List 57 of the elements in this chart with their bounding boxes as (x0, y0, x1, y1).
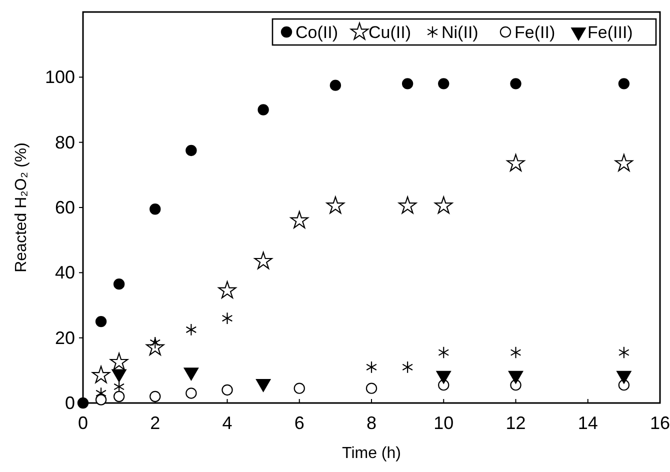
point (506, 154, 525, 172)
x-tick-label: 8 (366, 413, 377, 433)
point (366, 360, 377, 374)
point (510, 78, 522, 90)
point (222, 384, 233, 396)
point (614, 154, 634, 172)
legend-label: Ni(II) (442, 23, 478, 42)
point (222, 312, 233, 324)
point (402, 360, 414, 374)
y-tick-label: 60 (54, 198, 75, 218)
point (186, 144, 197, 156)
point (113, 278, 125, 290)
point (402, 78, 414, 90)
point (330, 80, 342, 91)
point (366, 382, 378, 394)
point (258, 104, 269, 116)
x-tick-label: 14 (578, 413, 598, 433)
x-tick-label: 12 (506, 413, 526, 433)
point (290, 211, 308, 228)
point (398, 196, 417, 214)
point (150, 390, 161, 402)
legend-label: Cu(II) (368, 23, 411, 42)
legend-label: Fe(III) (588, 23, 633, 42)
legend-label: Co(II) (296, 23, 338, 42)
point (95, 394, 107, 406)
point (110, 352, 128, 370)
point (77, 397, 89, 409)
x-axis-title: Time (h) (342, 445, 401, 462)
point (510, 346, 522, 359)
x-tick-label: 2 (150, 413, 160, 433)
point (438, 346, 450, 359)
y-axis-title: Reacted H₂O₂ (%) (13, 142, 30, 272)
y-tick-label: 80 (54, 132, 75, 152)
point (186, 323, 197, 336)
point (92, 366, 110, 384)
point (618, 346, 630, 359)
y-tick-label: 100 (44, 67, 75, 88)
point (326, 196, 345, 214)
point (434, 196, 453, 214)
point (618, 78, 630, 90)
x-tick-label: 0 (78, 413, 88, 433)
point (218, 281, 236, 298)
y-tick-label: 20 (54, 328, 75, 348)
x-tick-label: 10 (434, 413, 454, 433)
point (254, 252, 272, 270)
x-tick-label: 16 (650, 413, 670, 433)
legend-label: Fe(II) (514, 23, 556, 42)
y-tick-label: 40 (54, 262, 75, 283)
point (113, 390, 125, 402)
point (294, 382, 305, 394)
y-tick-label: 0 (64, 393, 75, 413)
point (95, 316, 107, 328)
x-tick-label: 6 (294, 413, 304, 433)
point (186, 388, 197, 399)
point (438, 78, 450, 90)
point (150, 204, 161, 215)
x-tick-label: 4 (222, 413, 232, 433)
